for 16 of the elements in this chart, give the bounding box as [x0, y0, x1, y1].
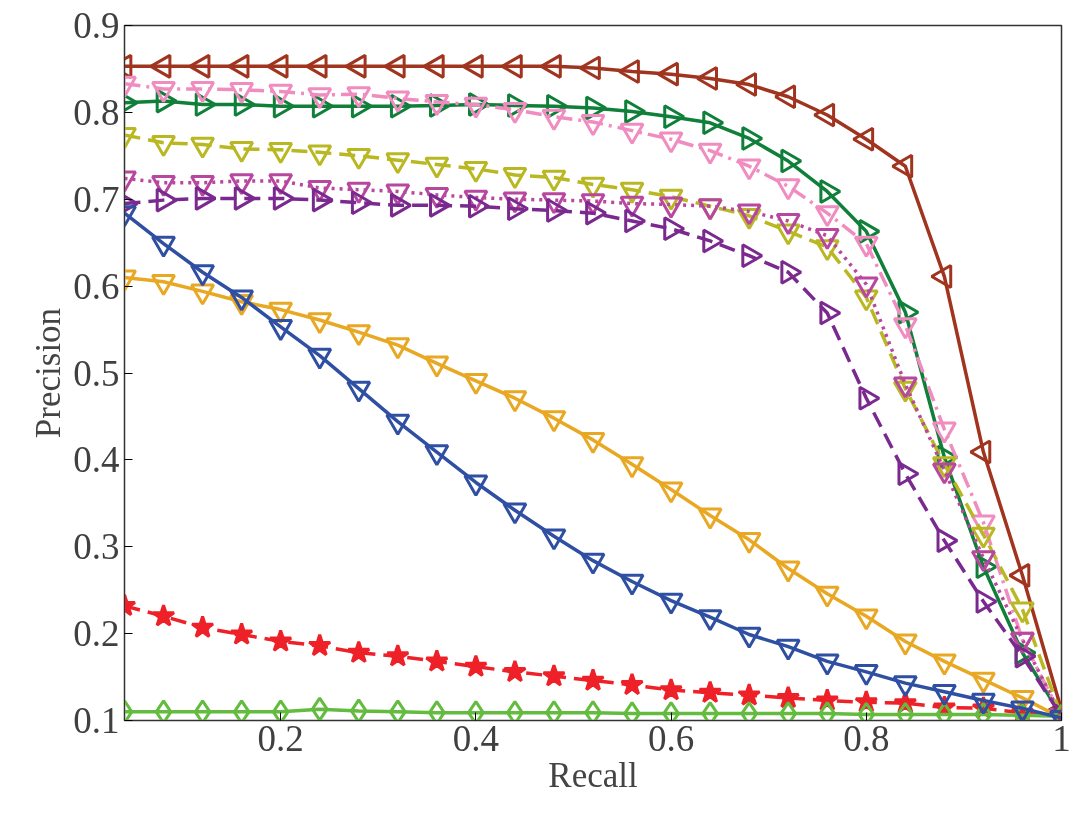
- y-tick-label: 0.8: [73, 91, 120, 133]
- y-tick-label: 0.5: [73, 352, 120, 394]
- y-tick-label: 0.1: [73, 700, 120, 741]
- x-tick-label: 0.8: [843, 717, 890, 759]
- x-tick-label: 0.6: [647, 717, 695, 759]
- y-tick-label: 0.6: [73, 265, 120, 307]
- x-axis-title: Recall: [548, 755, 638, 795]
- y-tick-label: 0.7: [73, 178, 120, 220]
- y-tick-label: 0.2: [73, 613, 120, 655]
- y-axis-title: Precision: [29, 307, 69, 439]
- y-tick-label: 0.9: [73, 5, 120, 46]
- x-tick-label: 0.4: [452, 717, 499, 759]
- y-tick-label: 0.4: [73, 439, 120, 481]
- x-tick-label: 0.2: [257, 717, 304, 759]
- y-tick-label: 0.3: [73, 526, 120, 568]
- x-tick-label: 1: [1052, 717, 1071, 759]
